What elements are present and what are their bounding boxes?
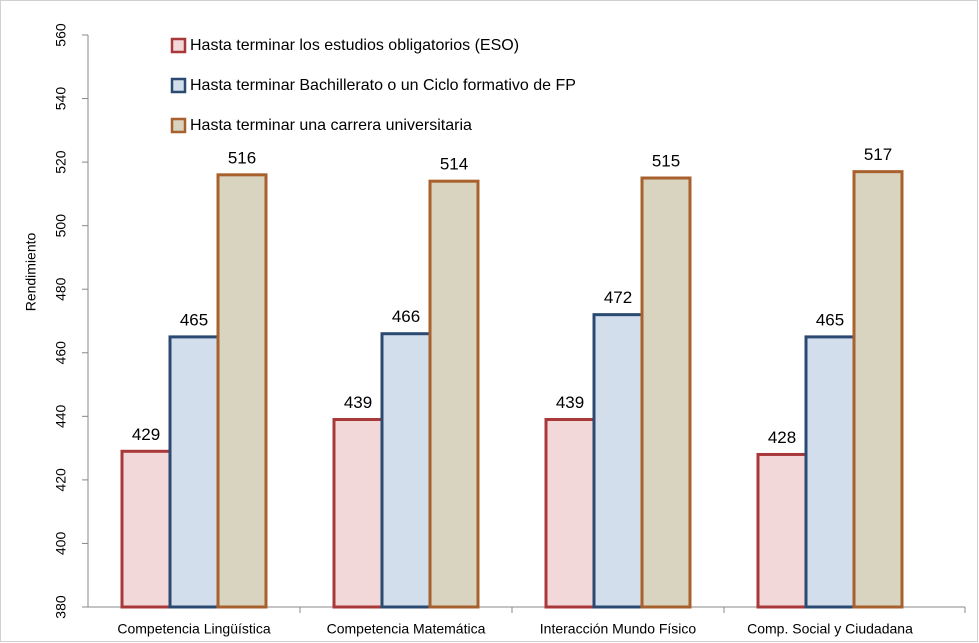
bar [640, 176, 692, 609]
value-label: 515 [652, 151, 680, 170]
value-label: 465 [180, 310, 208, 329]
y-tick-label: 500 [53, 214, 69, 238]
x-tick-label: Interacción Mundo Físico [540, 621, 697, 637]
value-label: 466 [392, 307, 420, 326]
bar [380, 332, 432, 609]
y-tick-label: 480 [53, 277, 69, 301]
value-label: 517 [864, 145, 892, 164]
bar [216, 173, 268, 609]
legend-label: Hasta terminar Bachillerato o un Ciclo f… [190, 77, 576, 94]
value-label: 428 [768, 428, 796, 447]
value-label: 439 [344, 393, 372, 412]
y-tick-label: 380 [53, 595, 69, 619]
value-label: 472 [604, 288, 632, 307]
y-tick-label: 540 [53, 87, 69, 111]
y-tick-label: 460 [53, 341, 69, 365]
value-label: 465 [816, 310, 844, 329]
legend-label: Hasta terminar los estudios obligatorios… [190, 37, 519, 54]
x-tick-label: Competencia Matemática [327, 621, 486, 637]
y-tick-label: 440 [53, 404, 69, 428]
legend-swatch [170, 117, 187, 134]
legend-swatch [170, 77, 187, 94]
y-tick-label: 420 [53, 468, 69, 492]
bar [168, 335, 220, 609]
bar [804, 335, 856, 609]
bar [332, 418, 384, 609]
bar [428, 179, 480, 609]
x-tick-label: Comp. Social y Ciudadana [747, 621, 913, 637]
x-tick-label: Competencia Lingüística [117, 621, 271, 637]
value-label: 514 [440, 155, 468, 174]
bar [756, 452, 808, 609]
bar [592, 313, 644, 609]
value-label: 429 [132, 425, 160, 444]
value-label: 516 [228, 148, 256, 167]
y-tick-label: 520 [53, 150, 69, 174]
bar [544, 418, 596, 609]
y-axis-label: Rendimiento [23, 232, 39, 311]
value-label: 439 [556, 393, 584, 412]
y-tick-label: 560 [53, 23, 69, 47]
bar [852, 170, 904, 609]
legend-swatch [170, 37, 187, 54]
legend-label: Hasta terminar una carrera universitaria [190, 117, 472, 134]
y-tick-label: 400 [53, 532, 69, 556]
bar [120, 449, 172, 609]
